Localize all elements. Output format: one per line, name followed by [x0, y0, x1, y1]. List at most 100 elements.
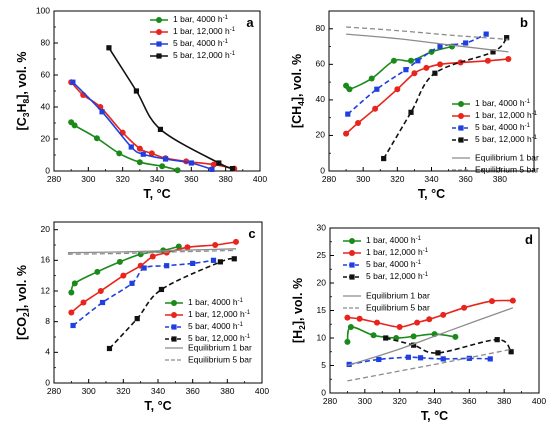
series-equilibrium-5-bar [67, 249, 237, 255]
y-tick-label: 5 [321, 360, 326, 370]
data-point [349, 250, 355, 256]
y-tick-label: 8 [45, 316, 50, 326]
series-1-bar-4000-h-1 [68, 119, 181, 174]
series-line [70, 241, 237, 314]
x-tick-label: 280 [322, 174, 336, 184]
x-tick-label: 340 [151, 386, 165, 396]
x-tick-label: 360 [462, 396, 476, 406]
legend-label: 5 bar, 12,000 h-1 [475, 134, 538, 144]
data-point [136, 159, 143, 166]
data-point [410, 333, 417, 340]
y-tick-label: 60 [316, 59, 326, 69]
chart-panel-a: 280 300 320 340 360 380 400 0 20 40 60 80 100 T, °C [C… [15, 5, 267, 201]
data-point [71, 122, 78, 129]
data-point [94, 268, 101, 275]
data-point [209, 166, 215, 172]
data-point [483, 31, 489, 37]
series-equilibrium-5-bar [347, 348, 514, 382]
data-point [494, 337, 500, 343]
data-point [423, 64, 430, 71]
data-point [383, 335, 389, 341]
series-equilibrium-1-bar [67, 248, 237, 254]
data-point [452, 333, 459, 340]
data-point [106, 345, 113, 352]
data-point [212, 242, 219, 248]
x-tick-label: 340 [424, 174, 438, 184]
series-1-bar-4000-h-1 [344, 324, 459, 345]
data-point [349, 274, 355, 280]
y-tick-label: 20 [316, 130, 326, 140]
series-1-bar-12-000-h-1 [344, 297, 516, 330]
data-point [158, 286, 165, 293]
data-point [396, 324, 403, 330]
data-point [99, 299, 106, 306]
legend: 1 bar, 4000 h-1 1 bar, 12,000 h-1 5 bar, 4… [452, 98, 539, 174]
series-1-bar-12-000-h-1 [68, 238, 239, 316]
series-line [108, 47, 233, 170]
data-point [349, 262, 355, 268]
chart-panel-c: 280 300 320 340 360 380 400 0 4 8 12 16 20 T, °C [CO2]… [15, 221, 269, 413]
legend-label: 1 bar, 4000 h-1 [188, 297, 244, 307]
x-tick-label: 320 [116, 386, 130, 396]
series-line [345, 45, 453, 91]
data-point [174, 167, 181, 174]
data-point [159, 163, 166, 170]
legend-label: 5 bar, 12,000 h-1 [173, 50, 236, 60]
legend-label: 5 bar, 12,000 h-1 [188, 333, 251, 343]
x-tick-label: 360 [459, 174, 473, 184]
series-line [67, 248, 237, 254]
legend-label: Equilibrium 5 bar [366, 302, 430, 312]
legend-label: 5 bar, 12,000 h-1 [366, 271, 429, 281]
y-tick-label: 25 [317, 250, 327, 260]
data-point [490, 49, 496, 55]
series-5-bar-12-000-h-1 [106, 256, 237, 352]
y-tick-label: 16 [41, 255, 51, 265]
series-line [347, 348, 514, 382]
series-5-bar-4000-h-1 [345, 31, 489, 117]
y-tick-label: 20 [41, 133, 51, 143]
series-line [347, 307, 514, 367]
data-point [403, 67, 409, 73]
y-axis-label: [C3H8], vol. % [15, 52, 31, 131]
data-point [156, 53, 162, 59]
data-point [440, 311, 447, 318]
data-point [141, 265, 147, 271]
data-point [347, 324, 354, 330]
data-point [432, 70, 438, 76]
series-equilibrium-1-bar [346, 33, 509, 53]
data-point [129, 280, 135, 286]
data-point [190, 260, 196, 266]
data-point [458, 137, 464, 143]
series-line [346, 26, 509, 41]
x-tick-label: 300 [356, 174, 370, 184]
y-tick-label: 100 [36, 5, 50, 15]
data-point [458, 113, 464, 119]
y-tick-label: 0 [45, 165, 50, 175]
series-line [347, 299, 513, 328]
data-point [368, 75, 375, 82]
y-tick-label: 12 [41, 285, 51, 295]
series-line [67, 249, 237, 255]
legend-label: 1 bar, 4000 h-1 [366, 235, 422, 245]
x-tick-label: 380 [493, 174, 507, 184]
x-tick-label: 320 [116, 174, 130, 184]
legend-label: Equilibrium 1 bar [366, 290, 430, 300]
data-point [80, 299, 87, 306]
data-point [508, 349, 514, 355]
y-tick-label: 40 [41, 101, 51, 111]
x-axis-label: T, °C [418, 187, 445, 201]
data-point [414, 319, 421, 326]
data-point [233, 238, 239, 245]
x-axis-label: T, °C [144, 399, 171, 413]
series-5-bar-4000-h-1 [70, 79, 215, 172]
chart-panel-d: 280 300 320 340 360 380 400 0 5 10 15 20 25 30 T, °C [H… [291, 222, 546, 423]
data-point [346, 86, 353, 93]
data-point [405, 354, 411, 360]
data-point [487, 356, 493, 362]
legend-label: 1 bar, 12,000 h-1 [475, 110, 538, 120]
panel-label: a [246, 15, 254, 30]
data-point [394, 86, 401, 93]
data-point [156, 41, 162, 47]
legend-label: Equilibrium 1 bar [188, 342, 252, 352]
